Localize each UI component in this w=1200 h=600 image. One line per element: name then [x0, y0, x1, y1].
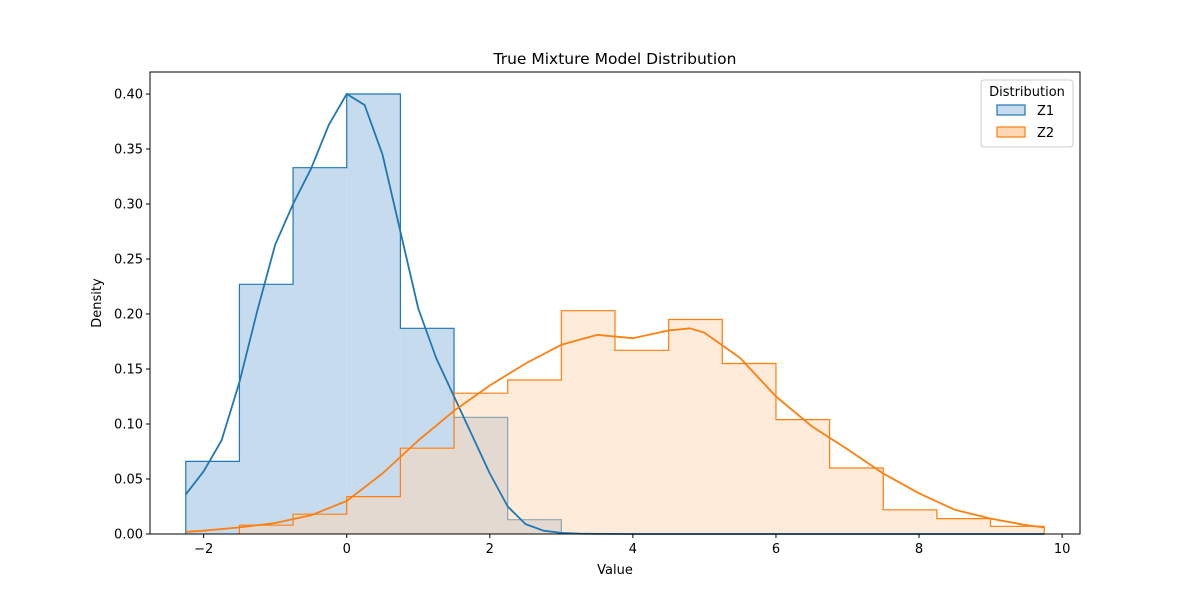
y-axis: 0.00 0.05 0.10 0.15 0.20 0.25 0.30 0.35 0.40 [114, 88, 150, 543]
hist-bar-z2-11 [775, 419, 830, 534]
y-tick-label: 0.20 [114, 308, 143, 323]
y-axis-label: Density [90, 278, 105, 328]
hist-bar-z2-10 [722, 363, 776, 534]
x-tick-label: 0 [343, 542, 351, 557]
hist-bar-z2-4 [400, 448, 455, 534]
chart-title: True Mixture Model Distribution [493, 50, 737, 68]
hist-bar-z2-12 [829, 468, 884, 534]
hist-bar-z2-14 [936, 518, 991, 534]
y-tick-label: 0.25 [114, 253, 143, 268]
hist-bar-z2-15 [990, 526, 1045, 534]
legend-swatch-z1 [996, 104, 1026, 116]
legend: Distribution Z1 Z2 [980, 79, 1074, 148]
y-tick-label: 0.10 [114, 418, 143, 433]
hist-bar-z2-9 [668, 319, 723, 534]
x-tick-label: 10 [1054, 542, 1071, 557]
hist-bar-z2-7 [561, 310, 615, 534]
hist-bar-z2-8 [615, 350, 669, 534]
hist-bar-z2-13 [883, 509, 937, 534]
hist-step-outline-z2 [238, 310, 1045, 534]
y-tick-label: 0.35 [114, 143, 143, 158]
x-tick-label: 2 [486, 542, 494, 557]
plot-area [185, 93, 1045, 535]
y-tick-label: 0.40 [114, 88, 143, 103]
kde-line-z2 [185, 327, 1045, 533]
hist-bar-z2-6 [507, 380, 562, 534]
hist-bar-z1-1 [239, 284, 294, 534]
hist-bar-z2-3 [346, 496, 401, 534]
hist-bar-z1-3 [346, 94, 401, 534]
hist-bar-z2-2 [293, 514, 347, 534]
y-tick-label: 0.30 [114, 198, 143, 213]
x-tick-label: 6 [772, 542, 780, 557]
legend-label-z1: Z1 [1037, 104, 1054, 119]
y-tick-label: 0.00 [114, 528, 143, 543]
x-tick-label: 8 [915, 542, 923, 557]
y-tick-label: 0.15 [114, 363, 143, 378]
x-tick-label: −2 [194, 542, 213, 557]
x-axis-label: Value [597, 563, 633, 578]
x-axis: −2 0 2 4 6 8 10 [194, 534, 1070, 557]
hist-bar-z1-2 [293, 167, 347, 534]
hist-bar-z2-1 [239, 525, 294, 534]
x-tick-label: 4 [629, 542, 637, 557]
legend-label-z2: Z2 [1037, 126, 1054, 141]
plot-frame [149, 71, 1081, 535]
hist-bar-z1-0 [185, 461, 240, 534]
legend-title: Distribution [989, 85, 1065, 100]
y-tick-label: 0.05 [114, 473, 143, 488]
legend-swatch-z2 [996, 126, 1026, 138]
